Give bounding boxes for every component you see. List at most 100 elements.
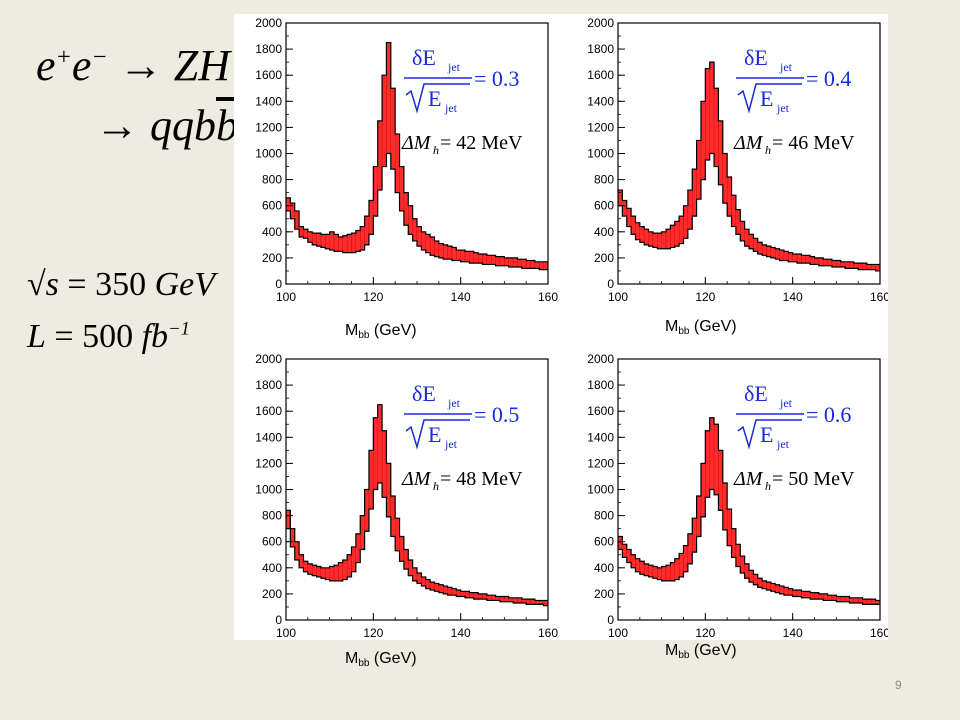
histogram-bin <box>464 591 470 598</box>
histogram-bin <box>512 597 518 604</box>
histogram-bin <box>792 589 798 597</box>
histogram-bin <box>639 561 645 575</box>
histogram-bin <box>508 257 514 268</box>
resolution-value: = 0.5 <box>474 402 519 427</box>
histogram-bin <box>526 260 531 269</box>
y-tick-label: 0 <box>607 277 614 291</box>
histogram-bin <box>871 264 876 270</box>
histogram-bin <box>718 120 723 185</box>
histogram-bin <box>635 558 640 572</box>
histogram-bin <box>421 576 426 587</box>
histogram-bin <box>630 215 636 235</box>
resolution-denominator-sub: jet <box>776 437 790 451</box>
histogram-bin <box>312 232 317 245</box>
histogram-bin <box>805 255 811 264</box>
y-tick-label: 1000 <box>587 483 614 497</box>
histogram-bin <box>377 404 383 484</box>
histogram-bin <box>766 246 771 257</box>
histogram-bin <box>840 596 846 602</box>
histogram-bin <box>526 598 531 605</box>
histogram-bin <box>421 231 426 251</box>
y-tick-label: 1200 <box>255 456 282 470</box>
histogram-bin <box>652 232 658 248</box>
histogram-bin <box>696 495 702 537</box>
histogram-bin <box>727 176 732 217</box>
histogram-bin <box>469 592 474 598</box>
histogram-bin <box>403 549 409 570</box>
y-tick-label: 600 <box>594 199 614 213</box>
histogram-bin <box>801 591 806 598</box>
histogram-bin <box>849 261 854 269</box>
histogram-bin <box>796 589 802 597</box>
histogram-panel-top-right: 0 200 400 600 800 1000 1200 1400 1600 1800 2000 100… <box>587 16 888 304</box>
histogram-bin <box>346 234 352 253</box>
sqrt-s-equation: √s = 350 GeV <box>27 266 216 303</box>
histogram-bin <box>434 583 439 592</box>
y-tick-label: 1600 <box>587 68 614 82</box>
histogram-bin <box>866 598 872 605</box>
histogram-bin <box>491 255 496 265</box>
histogram-bin <box>473 592 479 600</box>
x-tick-label: 140 <box>451 290 471 304</box>
histogram-panel-bottom-left: 0 200 400 600 800 1000 1200 1400 1600 1800 2000 100… <box>255 352 558 640</box>
histogram-bin <box>486 255 492 265</box>
y-tick-label: 1800 <box>587 42 614 56</box>
histogram-canvas: 0200400600800100012001400160018002000100… <box>255 16 888 640</box>
delta-mh-value: = 50 MeV <box>772 468 855 490</box>
x-tick-label: 160 <box>538 626 558 640</box>
histogram-bin <box>622 544 627 558</box>
histogram-bin <box>648 231 654 247</box>
y-tick-label: 1400 <box>255 430 282 444</box>
histogram-bin <box>325 234 330 249</box>
histogram-bin <box>530 260 536 269</box>
histogram-bin <box>731 528 737 558</box>
histogram-bin <box>853 597 859 604</box>
y-tick-label: 800 <box>262 173 282 187</box>
histogram-upper-edge <box>618 61 880 266</box>
histogram-bin <box>875 264 881 272</box>
histogram-bin <box>683 545 689 572</box>
sqrt-sign <box>405 83 470 114</box>
x-tick-label: 100 <box>608 290 628 304</box>
y-tick-label: 1200 <box>587 120 614 134</box>
histogram-bin <box>416 226 422 247</box>
histogram-bin <box>696 140 702 200</box>
y-tick-label: 1400 <box>587 94 614 108</box>
histogram-bin <box>543 261 549 270</box>
histogram-bin <box>735 209 741 235</box>
histogram-bin <box>425 234 431 253</box>
histogram-bin <box>779 249 785 261</box>
histogram-bin <box>285 197 291 212</box>
histogram-bin <box>678 553 684 578</box>
histogram-bin <box>814 257 820 265</box>
histogram-bin <box>814 592 820 600</box>
histogram-bin <box>831 595 837 601</box>
histogram-bin <box>312 565 317 576</box>
histogram-bin <box>823 593 828 601</box>
luminosity-equation: L = 500 fb−1 <box>27 318 191 355</box>
histogram-bin <box>368 200 374 235</box>
histogram-bin <box>827 595 833 601</box>
histogram-bin <box>294 210 300 230</box>
histogram-bin <box>333 565 339 582</box>
histogram-bin <box>364 489 370 532</box>
y-tick-label: 400 <box>594 561 614 575</box>
histogram-bin <box>674 558 680 580</box>
y-tick-label: 0 <box>275 613 282 627</box>
histogram-bin <box>665 565 671 582</box>
y-tick-label: 2000 <box>587 16 614 30</box>
histogram-bin <box>395 518 400 551</box>
histogram-lower-edge <box>286 152 548 271</box>
histogram-bin <box>451 247 457 261</box>
y-tick-label: 400 <box>262 561 282 575</box>
histogram-bin <box>849 597 854 604</box>
histogram-bin <box>429 582 435 591</box>
histogram-bin <box>403 192 409 226</box>
y-tick-label: 200 <box>262 251 282 265</box>
histogram-bin <box>447 587 453 596</box>
y-tick-label: 1000 <box>255 483 282 497</box>
y-tick-label: 1200 <box>587 456 614 470</box>
xlabel-bottom-left: Mbb (GeV) <box>345 650 417 669</box>
delta-mh-sub: h <box>765 143 771 157</box>
histogram-bin <box>521 259 527 269</box>
